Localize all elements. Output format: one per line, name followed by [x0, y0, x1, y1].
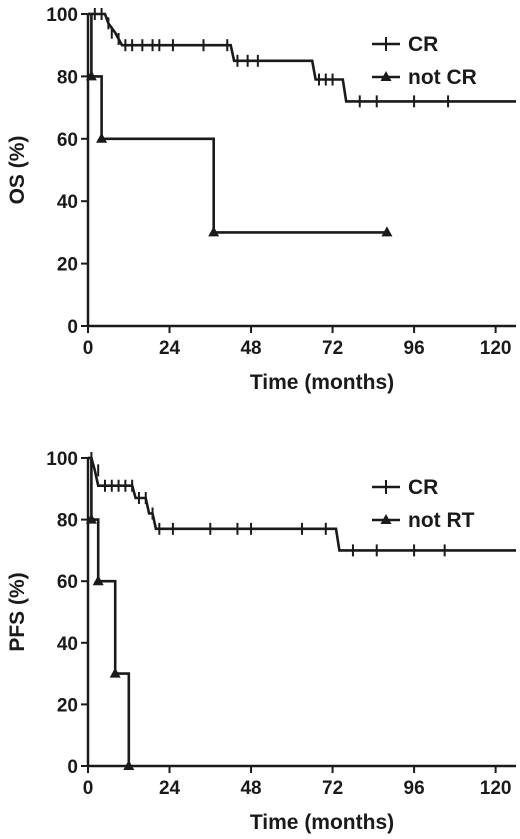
pfs-series-0-line — [88, 456, 516, 552]
os-legend-label: not CR — [408, 66, 477, 89]
pfs-y-tick-label: 100 — [46, 449, 78, 470]
os-legend-label: CR — [408, 33, 438, 56]
pfs-x-tick-label: 120 — [480, 778, 512, 799]
os-y-tick-label: 100 — [46, 5, 78, 26]
os-x-tick-label: 96 — [404, 338, 425, 359]
pfs-x-tick-label: 24 — [159, 778, 181, 799]
pfs-y-tick-label: 60 — [57, 572, 78, 593]
os-panel: 0 20 40 60 80 100 0 24 48 72 96 120 Time (months) OS … — [6, 5, 516, 394]
pfs-y-tick-label: 40 — [57, 634, 78, 655]
pfs-y-axis-title: PFS (%) — [6, 572, 29, 651]
os-series-1-line — [88, 12, 387, 234]
os-y-axis-title: OS (%) — [6, 136, 29, 205]
os-x-tick-label: 48 — [240, 338, 261, 359]
os-x-axis-title: Time (months) — [250, 371, 394, 394]
pfs-legend-marker — [380, 514, 392, 524]
pfs-x-tick-label: 0 — [83, 778, 94, 799]
pfs-x-axis-title: Time (months) — [250, 811, 394, 834]
pfs-x-tick-label: 72 — [322, 778, 343, 799]
pfs-series-1-point — [109, 667, 121, 678]
os-y-tick-label: 60 — [57, 130, 78, 151]
os-series-1-point — [96, 132, 108, 143]
pfs-panel: 0 20 40 60 80 100 0 24 48 72 96 120 Time (months) PFS… — [6, 449, 516, 834]
pfs-legend-label: not RT — [408, 509, 475, 532]
pfs-y-tick-label: 0 — [67, 757, 78, 778]
os-series-1-point — [381, 226, 393, 237]
pfs-series-1-point — [123, 760, 135, 770]
os-series-1-point — [85, 70, 97, 81]
pfs-y-tick-label: 80 — [57, 511, 78, 532]
pfs-legend-label: CR — [408, 476, 438, 499]
pfs-x-tick-label: 48 — [240, 778, 261, 799]
pfs-y-tick-label: 20 — [57, 695, 78, 716]
os-y-tick-label: 0 — [67, 317, 78, 338]
os-y-tick-label: 80 — [57, 67, 78, 88]
os-x-tick-label: 0 — [83, 338, 94, 359]
os-x-tick-label: 24 — [159, 338, 181, 359]
os-series-1-point — [208, 226, 220, 237]
os-x-tick-label: 120 — [480, 338, 512, 359]
pfs-series-1-point — [85, 513, 97, 524]
os-x-tick-label: 72 — [322, 338, 343, 359]
pfs-x-tick-label: 96 — [404, 778, 425, 799]
os-y-tick-label: 40 — [57, 192, 78, 213]
pfs-series-1-line — [88, 456, 131, 766]
os-y-tick-label: 20 — [57, 255, 78, 276]
pfs-series-1-point — [92, 575, 104, 586]
os-legend-marker — [380, 71, 392, 81]
